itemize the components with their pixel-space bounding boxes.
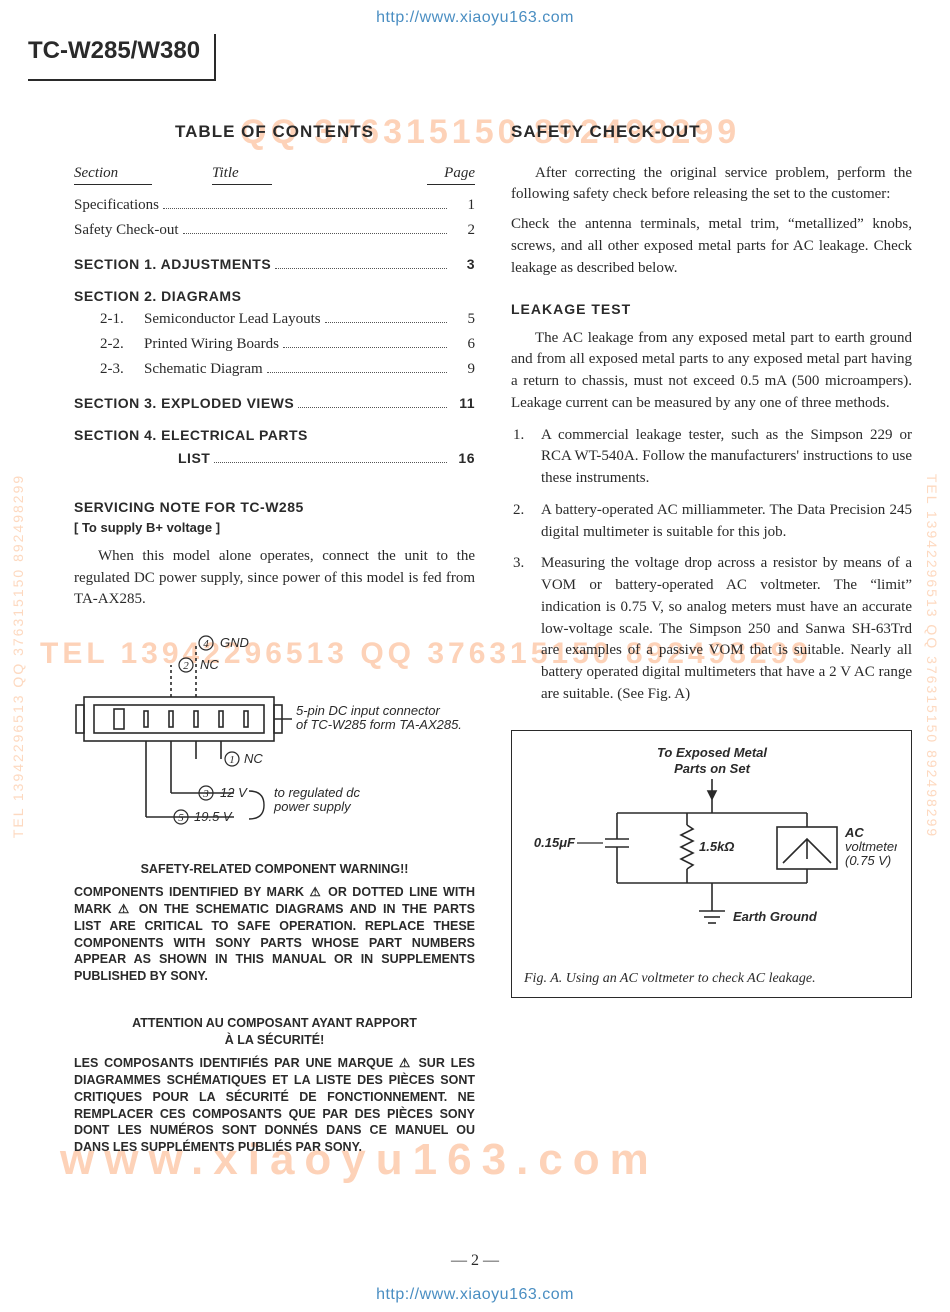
- safety-warning-body-en: COMPONENTS IDENTIFIED BY MARK ⚠ OR DOTTE…: [74, 884, 475, 985]
- pin4-label: GND: [220, 635, 249, 650]
- conn-note-1a: 5-pin DC input connector: [296, 703, 440, 718]
- toc-section-head: SECTION 2. DIAGRAMS: [74, 286, 475, 306]
- method-item: 1.A commercial leakage tester, such as t…: [541, 425, 912, 490]
- toc-head-title: Title: [212, 163, 272, 186]
- conn-note-2b: power supply: [273, 799, 352, 814]
- toc-body: Specifications1 Safety Check-out2 SECTIO…: [74, 195, 475, 468]
- leakage-test-body: The AC leakage from any exposed metal pa…: [511, 328, 912, 415]
- toc-subrow: 2-2.Printed Wiring Boards6: [74, 334, 475, 356]
- toc-head-section: Section: [74, 163, 152, 186]
- toc-subrow: 2-3.Schematic Diagram9: [74, 359, 475, 381]
- svg-text:5: 5: [178, 812, 184, 824]
- svg-text:(0.75 V): (0.75 V): [845, 853, 891, 868]
- svg-text:4: 4: [203, 638, 209, 650]
- pin3-label: 12 V: [220, 785, 248, 800]
- two-column-layout: TABLE OF CONTENTS Section Title Page Spe…: [74, 120, 912, 1156]
- method-item: 3.Measuring the voltage drop across a re…: [541, 553, 912, 705]
- page-number: — 2 —: [0, 1249, 950, 1272]
- safety-warning-title-en: SAFETY-RELATED COMPONENT WARNING!!: [74, 861, 475, 878]
- leakage-methods-list: 1.A commercial leakage tester, such as t…: [511, 425, 912, 706]
- figure-a-box: To Exposed Metal Parts on Set: [511, 730, 912, 998]
- toc-header-row: Section Title Page: [74, 163, 475, 186]
- toc-section-row: SECTION 3. EXPLODED VIEWS11: [74, 393, 475, 413]
- watermark-side-right: TEL 13942296513 QQ 376315150 892498299: [922, 474, 942, 838]
- svg-text:AC: AC: [844, 825, 864, 840]
- conn-note-2a: to regulated dc: [274, 785, 361, 800]
- svg-text:1.5kΩ: 1.5kΩ: [699, 839, 734, 854]
- svg-text:3: 3: [202, 788, 209, 800]
- svg-text:voltmeter: voltmeter: [845, 839, 897, 854]
- safety-warning-title-fr: ATTENTION AU COMPOSANT AYANT RAPPORT À L…: [74, 1015, 475, 1049]
- safety-p2: Check the antenna terminals, metal trim,…: [511, 214, 912, 279]
- toc-head-page: Page: [427, 163, 475, 186]
- toc-subrow: 2-1.Semiconductor Lead Layouts5: [74, 309, 475, 331]
- connector-diagram: 4 2 1 3 5 GND NC NC 12 V 19.5 V 5-pin DC: [74, 625, 475, 843]
- figure-a-caption: Fig. A. Using an AC voltmeter to check A…: [524, 969, 899, 989]
- toc-row: Safety Check-out2: [74, 220, 475, 242]
- svg-text:To Exposed Metal: To Exposed Metal: [656, 745, 766, 760]
- pin5-label: 19.5 V: [194, 809, 233, 824]
- svg-text:Parts on Set: Parts on Set: [674, 761, 751, 776]
- servicing-note-subhead: [ To supply B+ voltage ]: [74, 519, 475, 538]
- left-column: TABLE OF CONTENTS Section Title Page Spe…: [74, 120, 475, 1156]
- method-item: 2.A battery-operated AC milliammeter. Th…: [541, 500, 912, 544]
- watermark-side-left: TEL 13942296513 QQ 376315150 892498299: [8, 474, 28, 838]
- model-number: TC-W285/W380: [28, 34, 216, 81]
- toc-section-head: SECTION 4. ELECTRICAL PARTS: [74, 425, 475, 445]
- toc-cont-row: LIST16: [74, 448, 475, 468]
- svg-text:1: 1: [229, 754, 235, 766]
- figure-a-svg: To Exposed Metal Parts on Set: [527, 743, 897, 963]
- toc-title: TABLE OF CONTENTS: [74, 120, 475, 145]
- svg-text:Earth Ground: Earth Ground: [733, 909, 818, 924]
- conn-note-1b: of TC-W285 form TA-AX285.: [296, 717, 462, 732]
- safety-checkout-title: SAFETY CHECK-OUT: [511, 120, 912, 145]
- right-column: SAFETY CHECK-OUT After correcting the or…: [511, 120, 912, 1156]
- safety-p1: After correcting the original service pr…: [511, 163, 912, 207]
- leakage-test-title: LEAKAGE TEST: [511, 299, 912, 319]
- svg-text:2: 2: [183, 660, 189, 672]
- servicing-note-body: When this model alone operates, connect …: [74, 546, 475, 611]
- svg-text:0.15μF: 0.15μF: [533, 835, 575, 850]
- pin1-label: NC: [244, 751, 263, 766]
- pin2-label: NC: [200, 657, 219, 672]
- toc-section-row: SECTION 1. ADJUSTMENTS3: [74, 254, 475, 274]
- watermark-top-url: http://www.xiaoyu163.com: [0, 6, 950, 29]
- safety-warning-body-fr: LES COMPOSANTS IDENTIFIÉS PAR UNE MARQUE…: [74, 1055, 475, 1156]
- watermark-bottom-url: http://www.xiaoyu163.com: [0, 1283, 950, 1306]
- servicing-note-heading: SERVICING NOTE FOR TC-W285: [74, 497, 475, 517]
- toc-row: Specifications1: [74, 195, 475, 217]
